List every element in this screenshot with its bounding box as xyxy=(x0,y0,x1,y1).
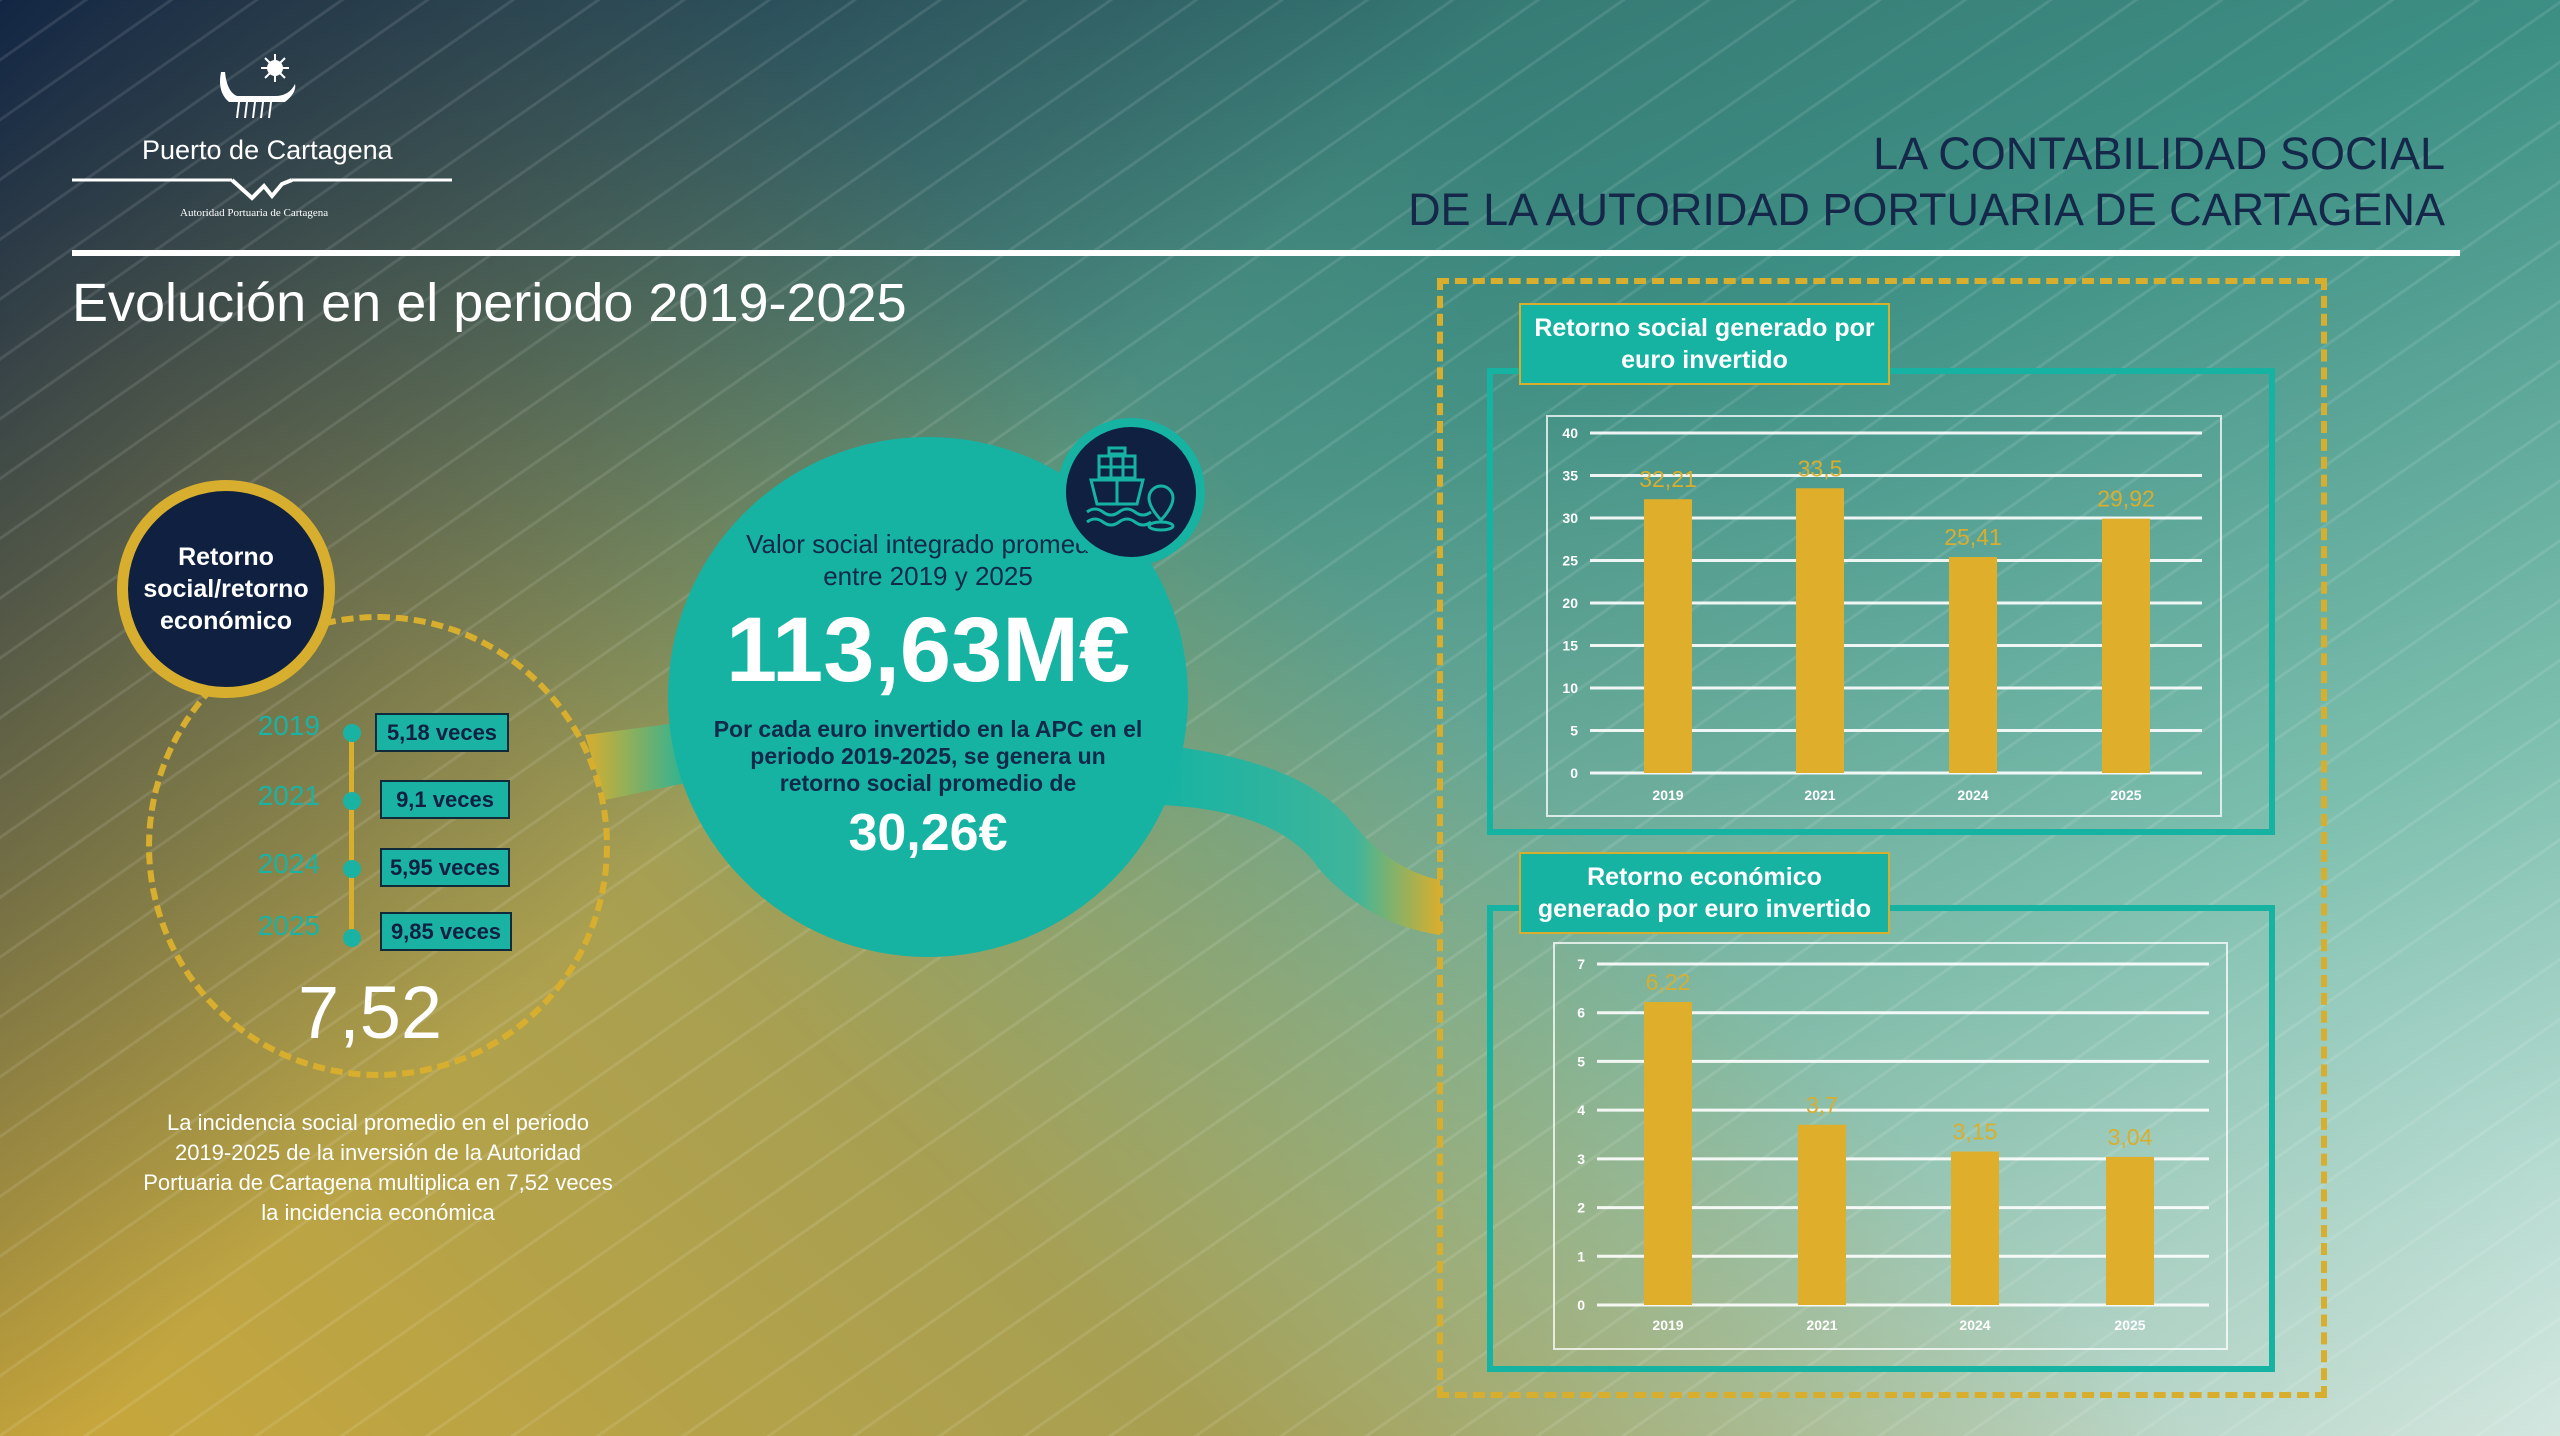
data-label: 29,92 xyxy=(2097,486,2155,512)
social-return-amount: 30,26€ xyxy=(848,804,1008,862)
bar-2024 xyxy=(1949,557,1997,773)
data-label: 33,5 xyxy=(1798,455,1843,481)
logo-wave-line xyxy=(72,178,452,201)
charts-dashed-frame xyxy=(1437,278,2327,1398)
y-tick-label: 40 xyxy=(1562,425,1578,441)
data-label: 6,22 xyxy=(1646,969,1691,995)
data-label: 3,15 xyxy=(1953,1119,1998,1145)
bar-2021 xyxy=(1796,488,1844,773)
y-tick-label: 6 xyxy=(1577,1005,1585,1021)
timeline-year: 2021 xyxy=(257,780,320,811)
logo-ship-icon xyxy=(220,54,296,119)
y-tick-label: 1 xyxy=(1577,1248,1585,1264)
y-tick-label: 3 xyxy=(1577,1151,1585,1167)
bar-2025 xyxy=(2106,1156,2154,1305)
header-line-2: DE LA AUTORIDAD PORTUARIA DE CARTAGENA xyxy=(1408,184,2445,235)
ratio-title-badge: Retorno social/retorno económico xyxy=(117,480,335,698)
x-tick-label: 2025 xyxy=(2114,1317,2145,1333)
ship-port-location-icon xyxy=(1057,418,1205,566)
timeline-value: 9,85 veces xyxy=(380,912,512,951)
social-return-chart: 051015202530354032,21201933,5202125,4120… xyxy=(1562,425,2202,803)
y-tick-label: 35 xyxy=(1562,468,1578,484)
timeline-year: 2024 xyxy=(257,848,320,879)
x-tick-label: 2019 xyxy=(1652,1317,1683,1333)
economic-return-chart: 0 1 2 3 4 5 6 7 6,22 2019 3,7 2021 3,15 2024 3,04 2025 xyxy=(1577,956,2209,1333)
data-label: 3,04 xyxy=(2108,1124,2153,1150)
y-tick-label: 5 xyxy=(1577,1053,1585,1069)
social-return-description: Por cada euro invertido en la APC en el … xyxy=(713,716,1143,796)
y-tick-label: 25 xyxy=(1562,553,1578,569)
y-tick-label: 5 xyxy=(1570,723,1578,739)
logo-name: Puerto de Cartagena xyxy=(142,135,393,165)
social-value-amount: 113,63M€ xyxy=(725,599,1131,701)
logo-subtitle: Autoridad Portuaria de Cartagena xyxy=(180,207,329,219)
timeline-value: 5,95 veces xyxy=(380,848,510,887)
timeline-dot xyxy=(343,860,361,878)
right-ribbon xyxy=(1160,745,1440,935)
timeline-year: 2025 xyxy=(257,910,320,941)
header-line-1: LA CONTABILIDAD SOCIAL xyxy=(1873,128,2445,179)
ratio-title: Retorno social/retorno económico xyxy=(143,543,309,635)
timeline-dot xyxy=(343,792,361,810)
timeline-line xyxy=(349,733,354,940)
bar-2024 xyxy=(1951,1151,1999,1305)
y-tick-label: 7 xyxy=(1577,956,1585,972)
header-title: LA CONTABILIDAD SOCIAL DE LA AUTORIDAD P… xyxy=(1408,126,2445,238)
timeline-value: 5,18 veces xyxy=(375,713,509,752)
y-tick-label: 20 xyxy=(1562,595,1578,611)
header-divider xyxy=(72,250,2460,256)
economic-chart-frame xyxy=(1553,942,2228,1350)
y-tick-label: 10 xyxy=(1562,680,1578,696)
y-tick-label: 2 xyxy=(1577,1200,1585,1216)
x-tick-label: 2021 xyxy=(1806,1317,1837,1333)
x-tick-label: 2019 xyxy=(1652,787,1683,803)
timeline-dot xyxy=(343,929,361,947)
economic-chart-title: Retorno económico generado por euro inve… xyxy=(1519,852,1890,934)
bar-2025 xyxy=(2102,518,2150,773)
bar-2019 xyxy=(1644,499,1692,773)
x-tick-label: 2025 xyxy=(2110,787,2141,803)
y-tick-label: 4 xyxy=(1577,1102,1585,1118)
social-chart-frame xyxy=(1546,415,2222,817)
bar-2021 xyxy=(1798,1124,1846,1305)
x-tick-label: 2024 xyxy=(1959,1317,1990,1333)
ratio-description: La incidencia social promedio en el peri… xyxy=(143,1110,613,1225)
y-tick-label: 0 xyxy=(1570,765,1578,781)
data-label: 32,21 xyxy=(1639,466,1697,492)
social-value-content: Valor social integrado promedio entre 20… xyxy=(688,528,1168,863)
ratio-average: 7,52 xyxy=(297,971,443,1054)
bar-2019 xyxy=(1644,1001,1692,1305)
x-tick-label: 2024 xyxy=(1957,787,1988,803)
social-chart-title: Retorno social generado por euro inverti… xyxy=(1519,303,1890,385)
y-tick-label: 0 xyxy=(1577,1297,1585,1313)
data-label: 3,7 xyxy=(1806,1092,1838,1118)
data-label: 25,41 xyxy=(1944,524,2002,550)
timeline-year: 2019 xyxy=(257,710,320,741)
ratio-dashed-ring xyxy=(146,614,610,1078)
timeline-value: 9,1 veces xyxy=(380,780,510,819)
x-tick-label: 2021 xyxy=(1804,787,1835,803)
timeline-dot xyxy=(343,724,361,742)
page-title: Evolución en el periodo 2019-2025 xyxy=(72,273,907,333)
y-tick-label: 15 xyxy=(1562,638,1578,654)
social-value-label: Valor social integrado promedio entre 20… xyxy=(746,529,1110,591)
y-tick-label: 30 xyxy=(1562,510,1578,526)
